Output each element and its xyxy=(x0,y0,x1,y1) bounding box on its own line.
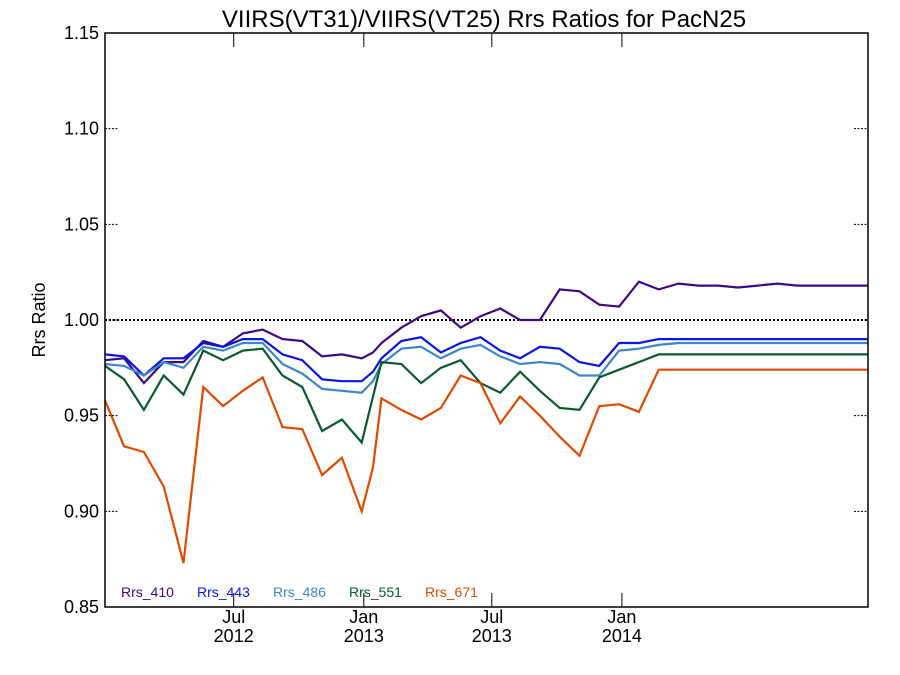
series-line-rrs-486 xyxy=(104,341,868,394)
x-tick-month: Jan xyxy=(349,607,378,627)
x-tick-month: Jul xyxy=(222,607,245,627)
y-tick-label: 1.00 xyxy=(64,310,99,330)
series-line-rrs-671 xyxy=(103,368,868,564)
y-tick-label: 0.85 xyxy=(64,597,99,617)
legend-label: Rrs_410 xyxy=(121,584,174,600)
legend-label: Rrs_671 xyxy=(425,584,478,600)
series-line-rrs-443 xyxy=(104,335,868,383)
y-tick-label: 1.15 xyxy=(64,23,99,43)
legend-label: Rrs_443 xyxy=(197,584,250,600)
series-line-rrs-410 xyxy=(104,280,868,385)
y-tick-label: 1.10 xyxy=(64,119,99,139)
y-tick-label: 1.05 xyxy=(64,214,99,234)
x-tick-year: 2012 xyxy=(214,626,254,646)
legend: Rrs_410 Rrs_443 Rrs_486 Rrs_551 Rrs_671 xyxy=(121,584,478,600)
chart-title: VIIRS(VT31)/VIIRS(VT25) Rrs Ratios for P… xyxy=(222,6,746,33)
x-tick-year: 2013 xyxy=(472,626,512,646)
y-tick-label: 0.95 xyxy=(64,406,99,426)
y-axis-label: Rrs Ratio xyxy=(29,282,49,357)
series-layer xyxy=(103,280,868,564)
x-tick-year: 2014 xyxy=(602,626,642,646)
legend-label: Rrs_551 xyxy=(349,584,402,600)
x-tick-month: Jul xyxy=(480,607,503,627)
x-tick-year: 2013 xyxy=(344,626,384,646)
axes-layer: 0.850.900.951.001.051.101.15Jul2012Jan20… xyxy=(64,23,869,646)
x-tick-month: Jan xyxy=(607,607,636,627)
y-tick-label: 0.90 xyxy=(64,501,99,521)
legend-label: Rrs_486 xyxy=(273,584,326,600)
